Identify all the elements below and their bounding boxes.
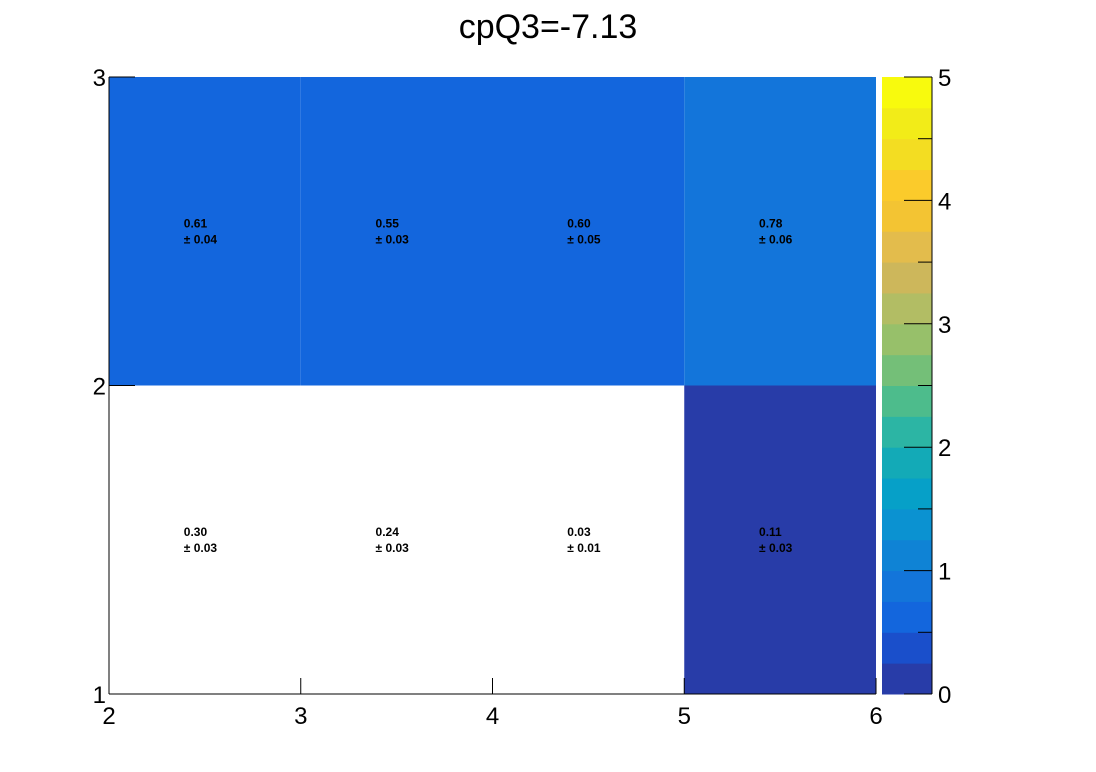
colorbar-swatch — [882, 416, 932, 448]
heatmap-cell-6 — [492, 77, 685, 386]
heatmap-cell-7 — [684, 77, 876, 386]
colorbar-swatch — [882, 632, 932, 664]
cell-error-label: ± 0.03 — [376, 232, 410, 246]
colorbar-swatch — [882, 231, 932, 263]
x-tick-label: 2 — [102, 703, 115, 730]
cell-error-label: ± 0.05 — [567, 232, 601, 246]
colorbar-swatch — [882, 323, 932, 356]
cell-error-label: ± 0.04 — [184, 232, 218, 246]
x-tick-label: 6 — [869, 703, 882, 730]
colorbar-swatch — [882, 601, 932, 633]
cell-value-label: 0.03 — [567, 525, 591, 539]
x-tick-label: 5 — [678, 703, 691, 730]
x-tick-label: 3 — [294, 703, 307, 730]
cell-error-label: ± 0.03 — [759, 541, 793, 555]
colorbar-swatch — [882, 169, 932, 201]
cell-value-label: 0.61 — [184, 216, 208, 230]
colorbar-tick-label: 2 — [938, 435, 951, 462]
colorbar-tick-label: 4 — [938, 188, 951, 215]
chart-title: cpQ3=-7.13 — [459, 8, 638, 46]
colorbar-swatch — [882, 107, 932, 140]
colorbar-swatch — [882, 354, 932, 386]
cell-value-label: 0.30 — [184, 525, 208, 539]
cell-error-label: ± 0.06 — [759, 232, 793, 246]
heatmap-cell-3 — [684, 385, 876, 694]
colorbar-tick-label: 0 — [938, 682, 951, 709]
cell-value-label: 0.60 — [567, 216, 591, 230]
colorbar-swatch — [882, 292, 932, 325]
colorbar: 0 1 2 3 4 5 — [882, 65, 951, 709]
cell-value-label: 0.78 — [759, 216, 783, 230]
colorbar-tick-label: 5 — [938, 65, 951, 92]
cell-value-label: 0.24 — [376, 525, 400, 539]
cell-value-label: 0.55 — [376, 216, 400, 230]
colorbar-tick-label: 1 — [938, 559, 951, 586]
heatmap-cell-0 — [109, 385, 301, 694]
colorbar-swatch — [882, 447, 932, 479]
cell-value-label: 0.11 — [759, 525, 782, 539]
cell-error-label: ± 0.03 — [376, 541, 410, 555]
cell-error-label: ± 0.03 — [184, 541, 218, 555]
heatmap-cell-4 — [109, 77, 301, 386]
heatmap-cell-5 — [300, 77, 493, 386]
colorbar-swatch — [882, 508, 932, 541]
colorbar-swatch — [882, 570, 932, 602]
y-tick-label: 2 — [93, 374, 106, 401]
colorbar-swatch — [882, 262, 932, 294]
colorbar-swatch — [882, 663, 932, 695]
colorbar-tick-label: 3 — [938, 312, 951, 339]
cell-error-label: ± 0.01 — [567, 541, 601, 555]
colorbar-swatch — [882, 77, 932, 109]
colorbar-swatch — [882, 385, 932, 417]
heatmap-cell-1 — [300, 385, 493, 694]
y-tick-label: 1 — [93, 682, 106, 709]
colorbar-swatch — [882, 200, 932, 232]
colorbar-swatch — [882, 478, 932, 510]
heatmap-cells: 0.30 ± 0.03 0.24 ± 0.03 0.03 ± 0.01 0.11 ± 0.03… — [109, 77, 876, 694]
heatmap-cell-2 — [492, 385, 685, 694]
y-tick-label: 3 — [93, 65, 106, 92]
colorbar-swatch — [882, 539, 932, 572]
x-tick-label: 4 — [486, 703, 499, 730]
colorbar-swatch — [882, 138, 932, 171]
